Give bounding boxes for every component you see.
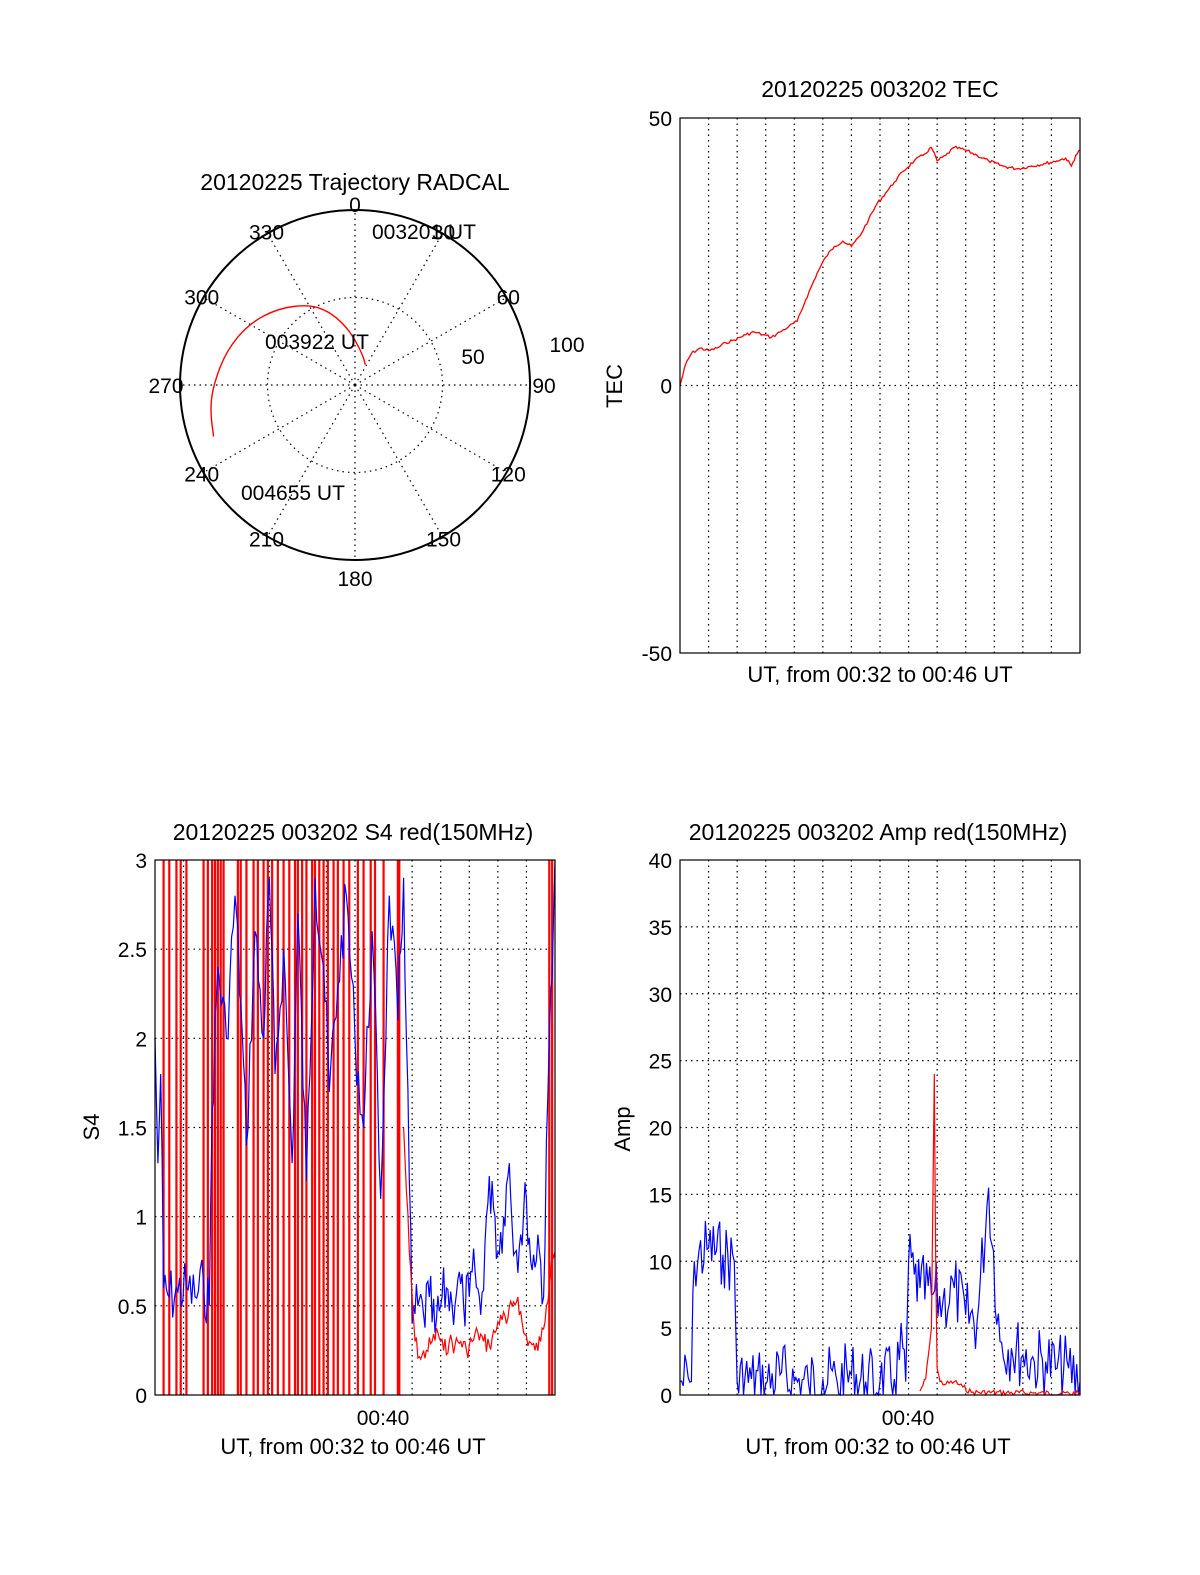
s4-xlabel: UT, from 00:32 to 00:46 UT [220, 1434, 485, 1459]
tec-panel: 20120225 003202 TEC -50 0 50 UT, from 00:3… [602, 76, 1081, 687]
polar-azimuth-label: 0 [349, 194, 361, 217]
tec-grid [680, 118, 1080, 653]
s4-panel: 20120225 003202 S4 red(150MHz) 0 0.5 1 1.5 2… [79, 819, 556, 1459]
polar-azimuth-label: 30 [432, 222, 455, 245]
amp-y-ticks: 0 5 10 15 20 25 30 35 40 [649, 850, 672, 1408]
polar-azimuth-label: 330 [249, 222, 284, 245]
y-tick-label: 2 [135, 1028, 147, 1051]
amp-title: 20120225 003202 Amp red(150MHz) [689, 819, 1067, 845]
y-tick-label: 5 [660, 1318, 672, 1341]
polar-azimuth-label: 150 [426, 528, 461, 551]
amp-grid [680, 860, 1080, 1395]
polar-grid-ring [266, 296, 444, 474]
y-tick-label: 1.5 [118, 1118, 147, 1141]
polar-azimuth-label: 210 [249, 528, 284, 551]
y-tick-label: 35 [649, 917, 672, 940]
y-tick-label: 30 [649, 984, 672, 1007]
polar-grid-spoke [354, 384, 444, 537]
s4-ylabel: S4 [79, 1114, 104, 1141]
polar-grid-spoke [266, 384, 356, 537]
tec-ylabel: TEC [602, 364, 627, 408]
y-tick-label: 15 [649, 1184, 672, 1207]
polar-title: 20120225 Trajectory RADCAL [200, 169, 510, 195]
amp-xlabel: UT, from 00:32 to 00:46 UT [745, 1434, 1010, 1459]
s4-series-blue [154, 859, 556, 1333]
y-tick-label: 25 [649, 1051, 672, 1074]
amp-panel: 20120225 003202 Amp red(150MHz) 0 5 10 15 20… [610, 819, 1081, 1459]
polar-grid-spoke [354, 296, 507, 386]
y-tick-label: 20 [649, 1118, 672, 1141]
tec-series-line [679, 145, 1081, 386]
polar-panel: 20120225 Trajectory RADCAL 0 30 60 90 120 150… [148, 169, 584, 591]
y-tick-label: 0 [660, 1385, 672, 1408]
y-tick-label: 2.5 [118, 939, 147, 962]
tec-y-ticks: -50 0 50 [642, 108, 672, 666]
amp-ylabel: Amp [610, 1106, 635, 1151]
polar-azimuth-label: 300 [184, 287, 219, 310]
s4-frame [154, 859, 556, 1396]
s4-y-ticks: 0 0.5 1 1.5 2 2.5 3 [118, 850, 147, 1408]
polar-trajectory-line [210, 305, 366, 437]
y-tick-label: 10 [649, 1251, 672, 1274]
polar-azimuth-label: 120 [491, 464, 526, 487]
tec-xlabel: UT, from 00:32 to 00:46 UT [747, 662, 1012, 687]
polar-annotation-mid: 003922 UT [265, 331, 369, 354]
y-tick-label: 0 [660, 376, 672, 399]
polar-grid-spoke [354, 384, 507, 474]
polar-ring-label-50: 50 [461, 346, 484, 369]
tec-title: 20120225 003202 TEC [761, 76, 998, 102]
polar-azimuth-label: 180 [337, 568, 372, 591]
y-tick-label: 0.5 [118, 1296, 147, 1319]
y-tick-label: 3 [135, 850, 147, 873]
y-tick-label: 50 [649, 108, 672, 131]
polar-azimuth-label: 240 [184, 464, 219, 487]
y-tick-label: 40 [649, 850, 672, 873]
amp-xtick-0040: 00:40 [882, 1407, 935, 1430]
s4-title: 20120225 003202 S4 red(150MHz) [173, 819, 534, 845]
polar-annotation-start: 003201 UT [372, 221, 476, 244]
polar-azimuth-labels: 0 30 60 90 120 150 180 210 240 270 300 330 [148, 194, 555, 591]
polar-grid [180, 210, 530, 560]
s4-red-spikes [162, 860, 554, 1395]
y-tick-label: -50 [642, 643, 672, 666]
polar-annotation-end: 004655 UT [241, 482, 345, 505]
tec-frame [679, 117, 1081, 654]
y-tick-label: 1 [135, 1207, 147, 1230]
polar-ring-label-100: 100 [549, 334, 584, 357]
polar-azimuth-label: 90 [532, 375, 555, 398]
amp-frame [679, 859, 1081, 1396]
polar-horizon-circle [179, 209, 531, 561]
polar-azimuth-label: 60 [497, 287, 520, 310]
s4-series-red [403, 1127, 556, 1361]
y-tick-label: 0 [135, 1385, 147, 1408]
polar-azimuth-label: 270 [148, 375, 183, 398]
s4-xtick-0040: 00:40 [357, 1407, 410, 1430]
polar-grid-spoke [203, 384, 356, 474]
amp-series-red [919, 1073, 1081, 1397]
